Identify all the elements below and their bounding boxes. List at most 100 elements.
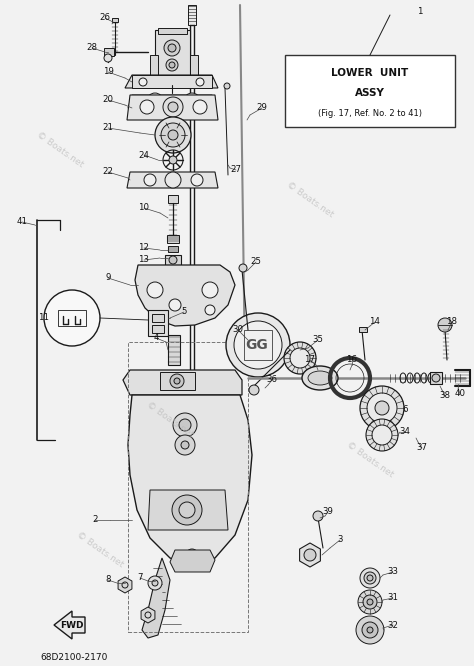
Circle shape	[155, 117, 191, 153]
Polygon shape	[127, 95, 218, 120]
Text: 3: 3	[337, 535, 343, 545]
Text: © Boats.net: © Boats.net	[285, 180, 335, 220]
Text: 41: 41	[17, 218, 27, 226]
Ellipse shape	[308, 371, 332, 385]
Circle shape	[169, 299, 181, 311]
Text: 36: 36	[266, 376, 277, 384]
Circle shape	[169, 256, 177, 264]
Circle shape	[202, 282, 218, 298]
Text: 32: 32	[388, 621, 399, 629]
Circle shape	[169, 156, 177, 164]
Text: 11: 11	[38, 314, 49, 322]
Text: 24: 24	[138, 151, 149, 159]
Circle shape	[152, 580, 158, 586]
Polygon shape	[135, 265, 235, 326]
Text: 10: 10	[138, 204, 149, 212]
Circle shape	[147, 282, 163, 298]
Text: 21: 21	[102, 123, 113, 133]
Bar	[148, 310, 168, 336]
Text: (Fig. 17, Ref. No. 2 to 41): (Fig. 17, Ref. No. 2 to 41)	[318, 109, 422, 117]
Bar	[168, 195, 178, 203]
Circle shape	[363, 595, 377, 609]
Circle shape	[147, 93, 163, 109]
Bar	[152, 314, 164, 322]
Text: 5: 5	[181, 308, 187, 316]
Circle shape	[186, 549, 198, 561]
Bar	[165, 255, 181, 265]
Circle shape	[172, 495, 202, 525]
Circle shape	[44, 290, 100, 346]
Circle shape	[364, 572, 376, 584]
Text: 1: 1	[417, 7, 423, 17]
Bar	[104, 48, 114, 56]
Text: 4: 4	[153, 334, 159, 342]
Circle shape	[313, 511, 323, 521]
Circle shape	[165, 172, 181, 188]
Text: 37: 37	[417, 444, 428, 452]
Circle shape	[432, 374, 440, 382]
Circle shape	[179, 419, 191, 431]
Circle shape	[372, 425, 392, 445]
Circle shape	[284, 342, 316, 374]
Circle shape	[174, 378, 180, 384]
Circle shape	[290, 348, 310, 368]
Text: 2: 2	[92, 515, 98, 525]
Bar	[285, 55, 455, 127]
Circle shape	[356, 616, 384, 644]
Text: 8: 8	[105, 575, 111, 585]
Circle shape	[175, 435, 195, 455]
Bar	[112, 18, 118, 22]
Polygon shape	[148, 490, 228, 530]
Circle shape	[367, 627, 373, 633]
Polygon shape	[170, 550, 215, 572]
Circle shape	[181, 441, 189, 449]
Text: 7: 7	[137, 573, 143, 583]
Circle shape	[224, 83, 230, 89]
Circle shape	[168, 130, 178, 140]
Text: © Boats.net: © Boats.net	[75, 531, 125, 569]
Circle shape	[161, 123, 185, 147]
Circle shape	[360, 386, 404, 430]
Circle shape	[170, 374, 184, 388]
Text: 29: 29	[256, 103, 267, 113]
Text: 33: 33	[388, 567, 399, 577]
Circle shape	[360, 568, 380, 588]
Bar	[152, 325, 164, 333]
Text: 31: 31	[388, 593, 399, 603]
Text: 25: 25	[250, 258, 262, 266]
Text: 28: 28	[86, 43, 98, 53]
Polygon shape	[54, 611, 85, 639]
Text: 20: 20	[102, 95, 113, 105]
Circle shape	[173, 413, 197, 437]
Circle shape	[140, 100, 154, 114]
Circle shape	[249, 385, 259, 395]
Polygon shape	[141, 607, 155, 623]
Bar	[430, 372, 442, 384]
Text: GG: GG	[246, 338, 268, 352]
Circle shape	[184, 93, 200, 109]
Circle shape	[168, 44, 176, 52]
Circle shape	[239, 264, 247, 272]
Text: 27: 27	[230, 165, 241, 174]
Text: 9: 9	[105, 274, 111, 282]
Text: 14: 14	[370, 318, 381, 326]
Bar	[155, 30, 190, 85]
Bar	[168, 335, 180, 365]
Circle shape	[366, 419, 398, 451]
Polygon shape	[300, 543, 320, 567]
Circle shape	[375, 401, 389, 415]
Bar	[188, 5, 196, 25]
Text: © Boats.net: © Boats.net	[35, 131, 85, 169]
Circle shape	[196, 78, 204, 86]
Circle shape	[104, 54, 112, 62]
Circle shape	[234, 321, 282, 369]
Bar	[150, 55, 158, 75]
Bar	[128, 342, 248, 632]
Bar	[158, 28, 187, 34]
Bar	[167, 235, 179, 243]
Text: 34: 34	[400, 428, 410, 436]
Text: 38: 38	[439, 392, 450, 400]
Bar	[160, 372, 195, 390]
Text: 12: 12	[138, 244, 149, 252]
Text: FWD: FWD	[60, 621, 84, 629]
